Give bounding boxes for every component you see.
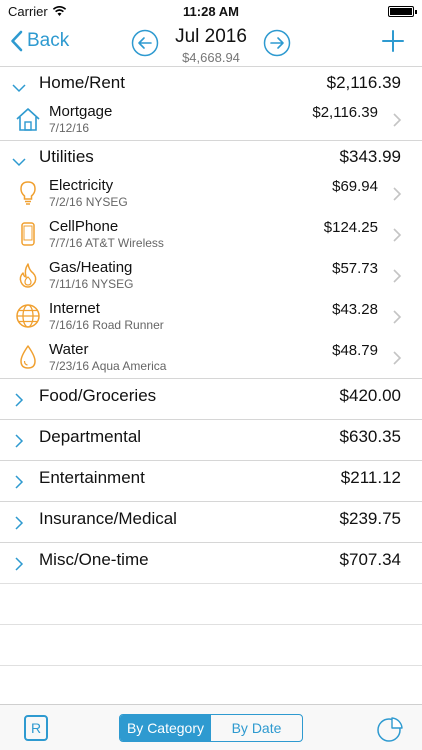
cellphone-icon bbox=[21, 222, 35, 246]
category-name: Food/Groceries bbox=[39, 386, 157, 405]
chevron-right-icon bbox=[15, 393, 24, 407]
category-amount: $707.34 bbox=[339, 550, 401, 569]
category-amount: $211.12 bbox=[340, 468, 401, 487]
carrier-label: Carrier bbox=[8, 4, 48, 19]
category-utilities[interactable]: Utilities $343.99 bbox=[0, 140, 422, 173]
item-amount: $48.79 bbox=[332, 342, 378, 359]
month-total: $4,668.94 bbox=[182, 50, 240, 65]
segment-by-category[interactable]: By Category bbox=[120, 715, 211, 741]
chevron-right-icon bbox=[393, 228, 402, 242]
chevron-right-icon bbox=[15, 475, 24, 489]
expense-item-electricity[interactable]: Electricity 7/2/16 NYSEG $69.94 bbox=[0, 173, 422, 214]
item-name: Mortgage bbox=[49, 103, 113, 120]
chevron-right-icon bbox=[393, 113, 402, 127]
expense-list: Home/Rent $2,116.39 Mortgage 7/12/16 $2,… bbox=[0, 66, 422, 706]
status-bar: Carrier 11:28 AM bbox=[0, 0, 422, 22]
expense-item-mortgage[interactable]: Mortgage 7/12/16 $2,116.39 bbox=[0, 99, 422, 140]
chevron-right-icon bbox=[15, 557, 24, 571]
item-detail: 7/11/16 NYSEG bbox=[49, 277, 134, 291]
category-name: Home/Rent bbox=[39, 73, 125, 92]
empty-row bbox=[0, 583, 422, 624]
category-entertainment[interactable]: Entertainment $211.12 bbox=[0, 460, 422, 501]
chevron-right-icon bbox=[15, 516, 24, 530]
chevron-right-icon bbox=[393, 351, 402, 365]
category-amount: $420.00 bbox=[339, 386, 401, 405]
category-name: Misc/One-time bbox=[39, 550, 149, 569]
reports-button[interactable]: R bbox=[24, 715, 48, 741]
chevron-right-icon bbox=[393, 187, 402, 201]
battery-icon bbox=[388, 6, 417, 17]
item-detail: 7/23/16 Aqua America bbox=[49, 359, 167, 373]
house-icon bbox=[16, 108, 40, 131]
flame-icon bbox=[19, 263, 37, 288]
category-departmental[interactable]: Departmental $630.35 bbox=[0, 419, 422, 460]
category-name: Utilities bbox=[39, 147, 94, 166]
segment-by-date[interactable]: By Date bbox=[231, 720, 282, 736]
item-amount: $2,116.39 bbox=[312, 104, 378, 121]
carrier-info: Carrier bbox=[8, 4, 67, 19]
category-name: Insurance/Medical bbox=[39, 509, 177, 528]
item-amount: $69.94 bbox=[332, 178, 378, 195]
item-name: CellPhone bbox=[49, 218, 119, 235]
chevron-left-icon bbox=[11, 30, 23, 52]
empty-row bbox=[0, 665, 422, 706]
pie-chart-icon[interactable] bbox=[376, 715, 404, 743]
category-insurance-medical[interactable]: Insurance/Medical $239.75 bbox=[0, 501, 422, 542]
category-amount: $343.99 bbox=[339, 147, 401, 166]
category-name: Entertainment bbox=[39, 468, 145, 487]
item-name: Internet bbox=[49, 300, 100, 317]
item-detail: 7/12/16 bbox=[49, 121, 90, 135]
back-label: Back bbox=[27, 30, 70, 51]
chevron-right-icon bbox=[393, 310, 402, 324]
category-food-groceries[interactable]: Food/Groceries $420.00 bbox=[0, 378, 422, 419]
category-name: Departmental bbox=[39, 427, 142, 446]
expense-item-internet[interactable]: Internet 7/16/16 Road Runner $43.28 bbox=[0, 296, 422, 337]
expense-item-cellphone[interactable]: CellPhone 7/7/16 AT&T Wireless $124.25 bbox=[0, 214, 422, 255]
chevron-down-icon bbox=[12, 84, 26, 93]
previous-month-button[interactable] bbox=[131, 29, 159, 57]
water-drop-icon bbox=[20, 345, 36, 369]
expense-item-water[interactable]: Water 7/23/16 Aqua America $48.79 bbox=[0, 337, 422, 378]
add-button[interactable] bbox=[382, 30, 404, 52]
item-name: Gas/Heating bbox=[49, 259, 133, 276]
category-misc-one-time[interactable]: Misc/One-time $707.34 bbox=[0, 542, 422, 583]
next-month-button[interactable] bbox=[263, 29, 291, 57]
item-name: Water bbox=[49, 341, 89, 358]
view-segmented-control: By Category By Date bbox=[119, 714, 303, 742]
wifi-icon bbox=[52, 6, 66, 16]
expense-item-gas-heating[interactable]: Gas/Heating 7/11/16 NYSEG $57.73 bbox=[0, 255, 422, 296]
chevron-right-icon bbox=[393, 269, 402, 283]
back-button[interactable]: Back bbox=[10, 30, 69, 52]
category-home-rent[interactable]: Home/Rent $2,116.39 bbox=[0, 66, 422, 99]
category-amount: $2,116.39 bbox=[326, 73, 401, 92]
chevron-right-icon bbox=[15, 434, 24, 448]
month-title: Jul 2016 bbox=[175, 26, 247, 47]
item-name: Electricity bbox=[49, 177, 114, 194]
item-detail: 7/2/16 NYSEG bbox=[49, 195, 128, 209]
status-time: 11:28 AM bbox=[183, 4, 239, 19]
item-amount: $57.73 bbox=[332, 260, 378, 277]
item-detail: 7/16/16 Road Runner bbox=[49, 318, 164, 332]
empty-row bbox=[0, 624, 422, 665]
lightbulb-icon bbox=[20, 181, 36, 205]
navigation-bar: Back Jul 2016 $4,668.94 bbox=[0, 22, 422, 66]
globe-icon bbox=[16, 304, 40, 328]
item-detail: 7/7/16 AT&T Wireless bbox=[49, 236, 164, 250]
bottom-toolbar: R By Category By Date bbox=[0, 704, 422, 750]
item-amount: $124.25 bbox=[323, 219, 378, 236]
chevron-down-icon bbox=[12, 158, 26, 167]
category-amount: $630.35 bbox=[339, 427, 401, 446]
item-amount: $43.28 bbox=[332, 301, 378, 318]
category-amount: $239.75 bbox=[339, 509, 401, 528]
